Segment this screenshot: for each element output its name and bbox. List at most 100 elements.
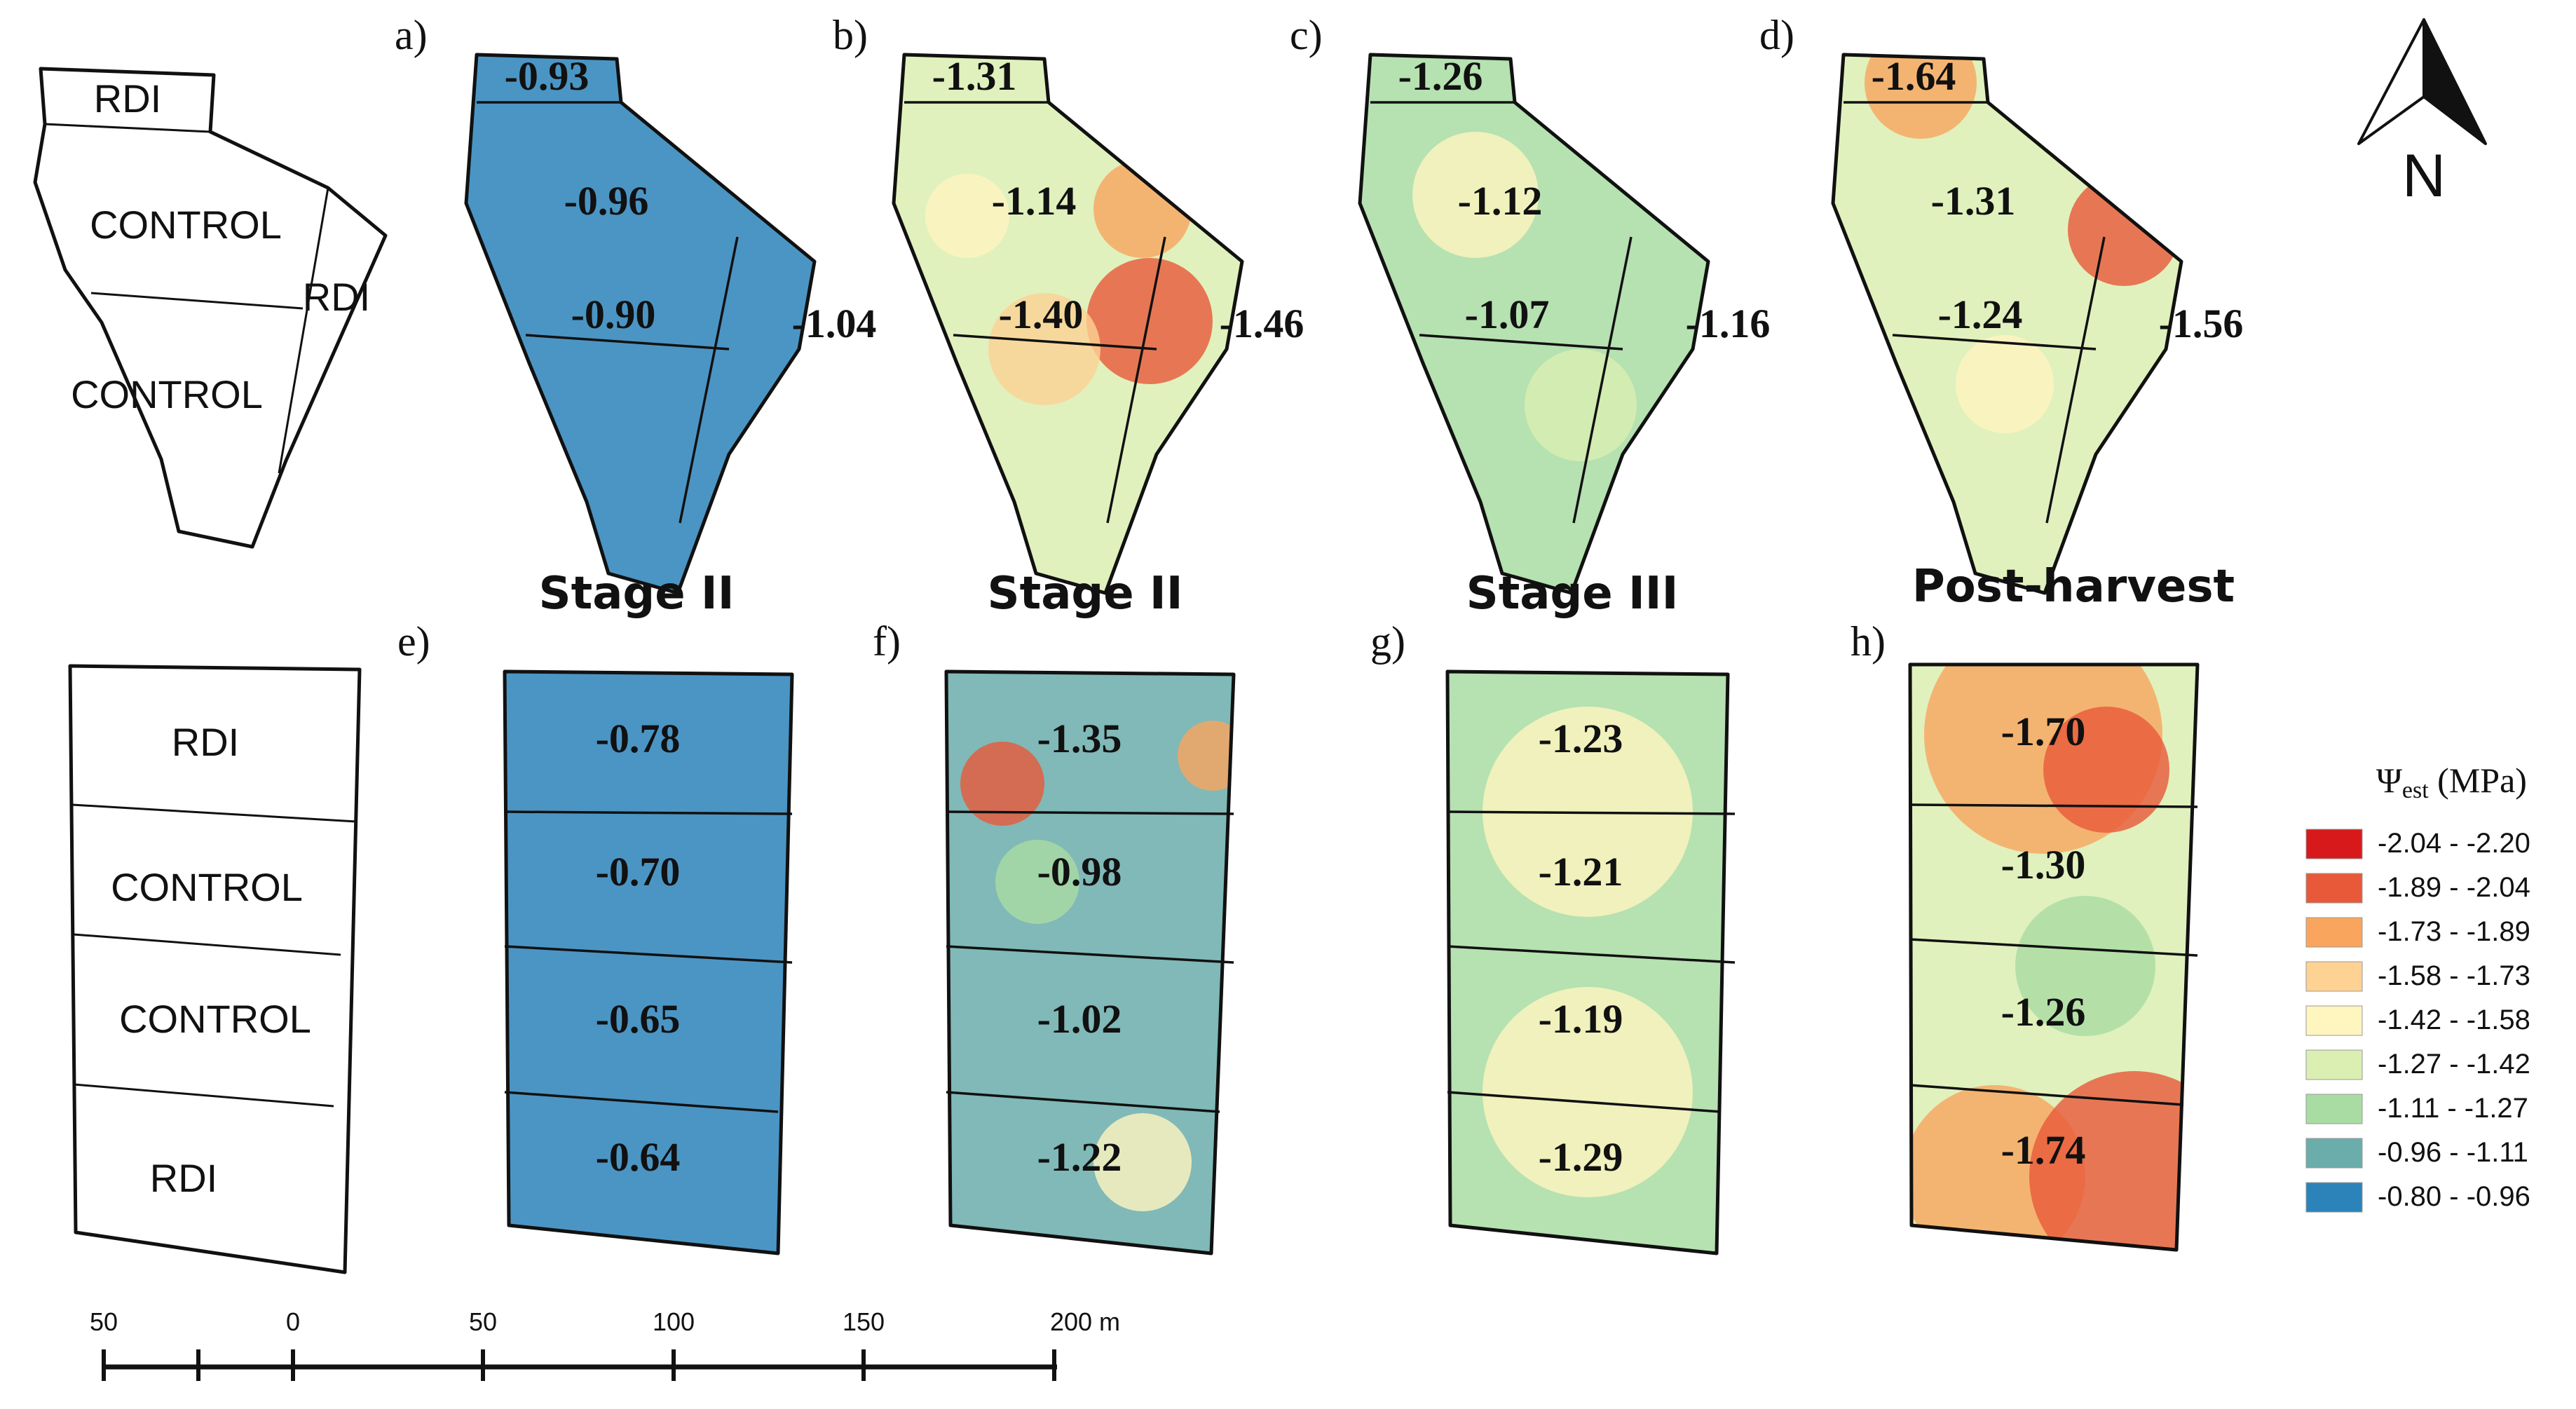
panel-boundary <box>1831 53 2183 595</box>
panel-raster <box>946 672 1234 1253</box>
legend-items: -2.04 - -2.20 -1.89 - -2.04 -1.73 - -1.89 -… <box>2305 828 2530 1213</box>
legend-label: -0.96 - -1.11 <box>2378 1137 2528 1168</box>
scheme-top-label-control-lower: CONTROL <box>71 372 263 416</box>
panel-letter: a) <box>395 12 428 58</box>
stage-title-d-h: Post-harvest <box>1912 561 2235 613</box>
panel-boundary <box>1358 53 1710 595</box>
legend-label: -1.11 - -1.27 <box>2378 1093 2528 1124</box>
scheme-bottom-label-control-upper: CONTROL <box>111 865 303 909</box>
legend-swatch <box>2305 1005 2363 1036</box>
zone-value: -1.16 <box>1686 301 1771 346</box>
panel-boundary <box>892 53 1244 595</box>
zone-value: -1.26 <box>2001 989 2086 1035</box>
zone-value: -0.90 <box>571 292 656 337</box>
panel-e: e) -0.78 -0.70 -0.65 -0.64 <box>397 618 794 1255</box>
zone-value: -1.23 <box>1539 716 1623 761</box>
legend-swatch <box>2305 917 2363 948</box>
panel-boundary <box>503 669 794 1255</box>
zone-value: -1.31 <box>932 53 1017 99</box>
scheme-bottom-label-rdi-south: RDI <box>150 1156 217 1200</box>
zone-value: -1.12 <box>1458 178 1543 224</box>
zone-value: -1.74 <box>2001 1127 2086 1173</box>
zone-value: -1.04 <box>792 301 877 346</box>
scheme-top-label-rdi-north: RDI <box>94 76 161 121</box>
zone-value: -1.31 <box>1931 178 2016 224</box>
zone-value: -0.64 <box>596 1134 681 1180</box>
scheme-bottom-label-rdi-north: RDI <box>172 720 239 764</box>
scheme-bottom-label-control-lower: CONTROL <box>119 997 311 1041</box>
scheme-top-label-rdi-east: RDI <box>303 275 370 319</box>
panel-boundary <box>944 669 1236 1255</box>
scheme-top-label-control-upper: CONTROL <box>90 203 282 247</box>
zone-value: -0.96 <box>564 178 649 224</box>
zone-value: -1.56 <box>2159 301 2244 346</box>
zone-value: -1.64 <box>1872 53 1956 99</box>
panel-letter: f) <box>873 618 901 665</box>
zone-value: -1.26 <box>1398 53 1483 99</box>
panel-letter: e) <box>397 618 430 665</box>
legend: Ψest (MPa) -2.04 - -2.20 -1.89 - -2.04 -1.… <box>2305 761 2530 1213</box>
panel-raster <box>505 672 792 1253</box>
zone-value: -0.70 <box>596 849 681 894</box>
panel-letter: c) <box>1290 12 1323 58</box>
legend-title-symbol: Ψ <box>2376 761 2402 800</box>
legend-swatch <box>2305 1094 2363 1124</box>
legend-swatch <box>2305 873 2363 904</box>
legend-swatch <box>2305 1182 2363 1213</box>
legend-label: -1.73 - -1.89 <box>2378 916 2530 947</box>
legend-title-unit: (MPa) <box>2429 761 2527 800</box>
zone-value: -1.70 <box>2001 709 2086 754</box>
zone-value: -1.02 <box>1037 996 1122 1042</box>
panel-g: g) -1.23 -1.21 -1.19 -1.29 <box>1370 618 1736 1255</box>
panel-boundary <box>1445 669 1730 1255</box>
legend-swatch <box>2305 1049 2363 1080</box>
zone-value: -1.29 <box>1539 1134 1623 1180</box>
stage-title-b-f: Stage II <box>988 568 1183 620</box>
legend-label: -1.42 - -1.58 <box>2378 1005 2530 1035</box>
zone-value: -0.98 <box>1037 849 1122 894</box>
stage-title-c-g: Stage III <box>1466 568 1679 620</box>
zone-value: -0.78 <box>596 716 681 761</box>
zone-value: -1.30 <box>2001 842 2086 887</box>
zone-value: -0.65 <box>596 996 681 1042</box>
panel-letter: h) <box>1851 618 1886 665</box>
legend-label: -0.80 - -0.96 <box>2378 1181 2530 1212</box>
scale-tick-label-50-west: 50 <box>90 1307 118 1336</box>
zone-value: -1.40 <box>999 292 1084 337</box>
panel-boundary <box>1908 662 2200 1252</box>
stage-title-a-e: Stage II <box>539 568 735 620</box>
legend-label: -1.58 - -1.73 <box>2378 960 2530 991</box>
panel-raster <box>1447 672 1728 1253</box>
legend-label: -1.27 - -1.42 <box>2378 1049 2530 1080</box>
north-label: N <box>2402 142 2446 210</box>
zone-value: -1.24 <box>1938 292 2023 337</box>
scale-bar: 50 0 50 100 150 200 m <box>90 1307 1120 1381</box>
legend-title: Ψest (MPa) <box>2376 761 2527 803</box>
zone-value: -1.14 <box>992 178 1077 224</box>
panel-boundary <box>464 53 817 595</box>
zone-value: -1.21 <box>1539 849 1623 894</box>
scheme-top: RDI CONTROL RDI CONTROL <box>33 67 388 549</box>
panel-raster <box>1910 665 2197 1250</box>
zone-value: -1.19 <box>1539 996 1623 1042</box>
zone-value: -0.93 <box>505 53 590 99</box>
legend-label: -1.89 - -2.04 <box>2378 872 2530 903</box>
scale-tick-label-100: 100 <box>653 1307 695 1336</box>
panel-h: h) -1.70 -1.30 -1.26 -1.74 <box>1851 618 2200 1252</box>
panels: a) -0.93 -0.96 -0.90 -1.04 b) -1.31 -1.14 -1.40 -… <box>395 12 2244 1255</box>
scale-tick-label-200: 200 m <box>1050 1307 1120 1336</box>
legend-label: -2.04 - -2.20 <box>2378 828 2530 859</box>
panel-letter: b) <box>833 12 868 58</box>
zone-value: -1.07 <box>1465 292 1550 337</box>
legend-title-subscript: est <box>2402 777 2429 803</box>
north-arrow-icon <box>2357 18 2487 145</box>
zone-value: -1.46 <box>1220 301 1304 346</box>
stage-titles: Stage II Stage II Stage III Post-harvest <box>539 561 2235 620</box>
panel-f: f) -1.35 -0.98 -1.02 -1.22 <box>873 618 1236 1255</box>
zone-value: -1.22 <box>1037 1134 1122 1180</box>
scale-tick-label-150: 150 <box>843 1307 885 1336</box>
north-arrow: N <box>2357 18 2487 210</box>
legend-swatch <box>2305 961 2363 992</box>
panel-letter: d) <box>1759 12 1794 58</box>
